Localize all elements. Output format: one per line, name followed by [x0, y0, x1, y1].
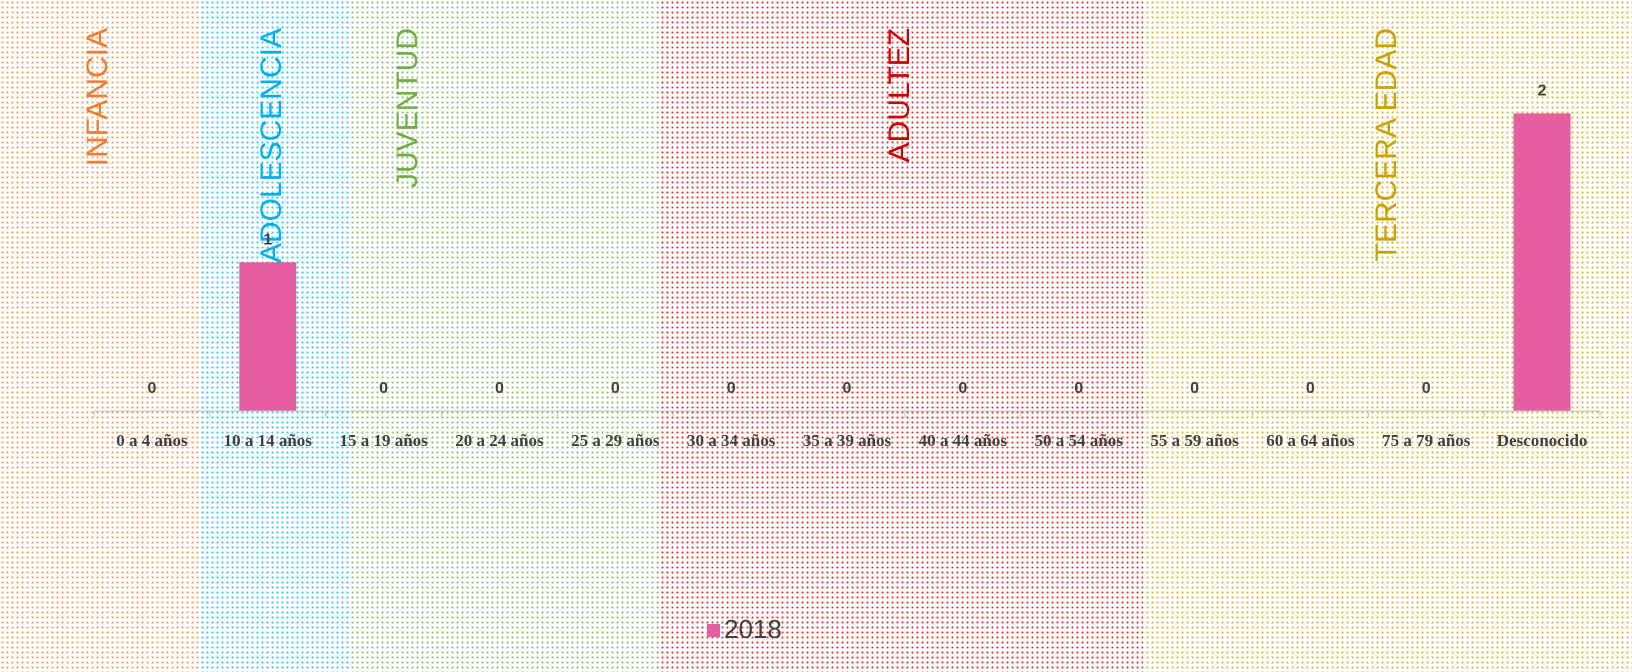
data-label: 0 [958, 380, 967, 397]
bar [239, 262, 297, 411]
x-tick-label: 25 a 29 años [571, 431, 660, 450]
x-tick-label: 55 a 59 años [1150, 431, 1239, 450]
x-tick-label: 15 a 19 años [339, 431, 428, 450]
data-label: 0 [1190, 380, 1199, 397]
x-tick-label: 40 a 44 años [919, 431, 1008, 450]
data-label: 0 [727, 380, 736, 397]
x-tick-label: 35 a 39 años [803, 431, 892, 450]
data-label: 0 [843, 380, 852, 397]
band-label: JUVENTUD [391, 28, 424, 188]
x-tick-label: 10 a 14 años [224, 431, 313, 450]
band-label: ADOLESCENCIA [255, 28, 288, 263]
data-label: 0 [147, 380, 156, 397]
x-tick-label: 0 a 4 años [116, 431, 188, 450]
band-label: ADULTEZ [883, 28, 916, 162]
data-label: 0 [1306, 380, 1315, 397]
age-band [349, 0, 658, 672]
x-tick-label: 60 a 64 años [1266, 431, 1355, 450]
data-label: 0 [1074, 380, 1083, 397]
data-label: 0 [495, 380, 504, 397]
x-tick-label: 20 a 24 años [455, 431, 544, 450]
band-label: TERCERA EDAD [1370, 28, 1403, 261]
data-label: 0 [379, 380, 388, 397]
age-band [0, 0, 200, 672]
x-tick-label: Desconocido [1497, 431, 1588, 450]
age-band [658, 0, 1143, 672]
band-label: INFANCIA [81, 28, 114, 166]
data-label: 1 [263, 231, 272, 248]
legend-label: 2018 [724, 614, 782, 644]
x-tick-label: 50 a 54 años [1035, 431, 1124, 450]
bar [1513, 113, 1571, 412]
data-label: 2 [1538, 83, 1547, 100]
data-label: 0 [1422, 380, 1431, 397]
x-tick-label: 75 a 79 años [1382, 431, 1471, 450]
data-label: 0 [611, 380, 620, 397]
legend-swatch [707, 624, 720, 637]
x-tick-label: 30 a 34 años [687, 431, 776, 450]
